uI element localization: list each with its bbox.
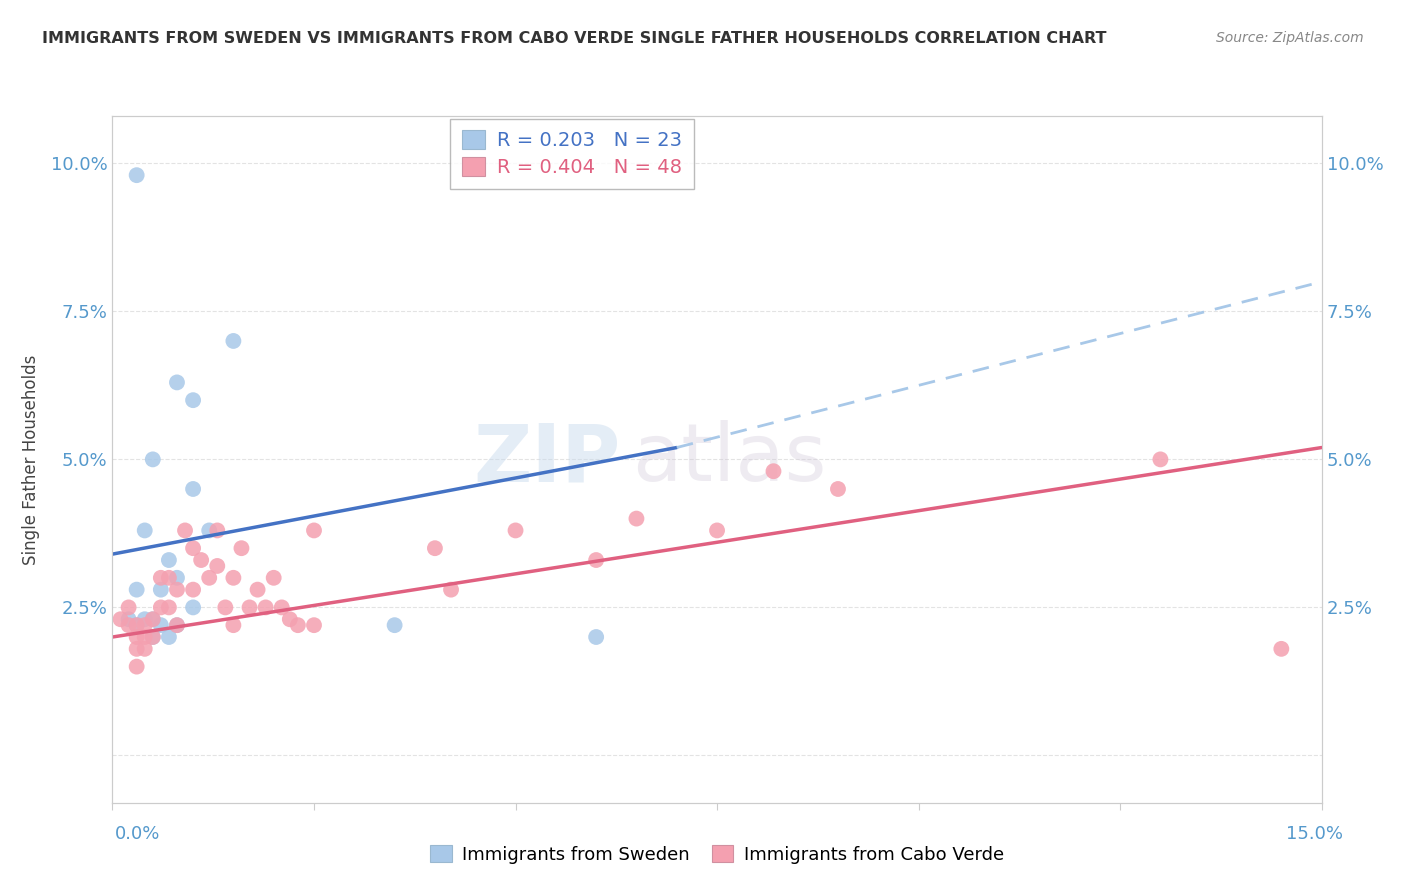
Point [254, 600, 277, 615]
Point [263, 571, 285, 585]
Point [440, 582, 463, 597]
Point [246, 582, 269, 597]
Point [1149, 452, 1171, 467]
Point [1270, 641, 1292, 656]
Point [134, 641, 156, 656]
Point [149, 600, 172, 615]
Point [166, 571, 188, 585]
Point [181, 582, 204, 597]
Point [706, 524, 728, 538]
Point [207, 524, 229, 538]
Point [762, 464, 785, 478]
Point [149, 582, 172, 597]
Point [117, 618, 139, 632]
Point [149, 618, 172, 632]
Point [134, 612, 156, 626]
Point [142, 612, 165, 626]
Point [117, 612, 139, 626]
Point [125, 659, 148, 673]
Point [117, 600, 139, 615]
Text: Source: ZipAtlas.com: Source: ZipAtlas.com [1216, 31, 1364, 45]
Point [626, 511, 648, 525]
Point [157, 571, 180, 585]
Point [278, 612, 301, 626]
Point [110, 612, 132, 626]
Point [585, 553, 607, 567]
Point [287, 618, 309, 632]
Point [222, 571, 245, 585]
Point [125, 618, 148, 632]
Point [134, 524, 156, 538]
Point [125, 168, 148, 182]
Text: ZIP: ZIP [472, 420, 620, 499]
Point [166, 376, 188, 390]
Point [198, 524, 221, 538]
Text: IMMIGRANTS FROM SWEDEN VS IMMIGRANTS FROM CABO VERDE SINGLE FATHER HOUSEHOLDS CO: IMMIGRANTS FROM SWEDEN VS IMMIGRANTS FRO… [42, 31, 1107, 46]
Point [157, 630, 180, 644]
Point [149, 571, 172, 585]
Point [125, 618, 148, 632]
Point [222, 618, 245, 632]
Point [181, 541, 204, 556]
Point [238, 600, 260, 615]
Point [384, 618, 406, 632]
Point [166, 582, 188, 597]
Point [166, 618, 188, 632]
Point [166, 618, 188, 632]
Point [157, 553, 180, 567]
Point [181, 600, 204, 615]
Point [270, 600, 292, 615]
Point [827, 482, 849, 496]
Point [125, 641, 148, 656]
Point [134, 630, 156, 644]
Text: atlas: atlas [633, 420, 827, 499]
Text: 0.0%: 0.0% [115, 825, 160, 843]
Point [142, 630, 165, 644]
Point [134, 618, 156, 632]
Point [142, 612, 165, 626]
Point [302, 524, 325, 538]
Point [125, 630, 148, 644]
Point [157, 600, 180, 615]
Point [214, 600, 236, 615]
Text: 15.0%: 15.0% [1285, 825, 1343, 843]
Point [125, 582, 148, 597]
Point [198, 571, 221, 585]
Legend: Immigrants from Sweden, Immigrants from Cabo Verde: Immigrants from Sweden, Immigrants from … [420, 836, 1014, 872]
Point [505, 524, 527, 538]
Point [181, 393, 204, 408]
Point [231, 541, 253, 556]
Point [190, 553, 212, 567]
Point [174, 524, 197, 538]
Point [302, 618, 325, 632]
Point [423, 541, 446, 556]
Point [181, 482, 204, 496]
Point [222, 334, 245, 348]
Point [142, 630, 165, 644]
Point [207, 558, 229, 573]
Y-axis label: Single Father Households: Single Father Households [21, 354, 39, 565]
Point [142, 452, 165, 467]
Point [585, 630, 607, 644]
